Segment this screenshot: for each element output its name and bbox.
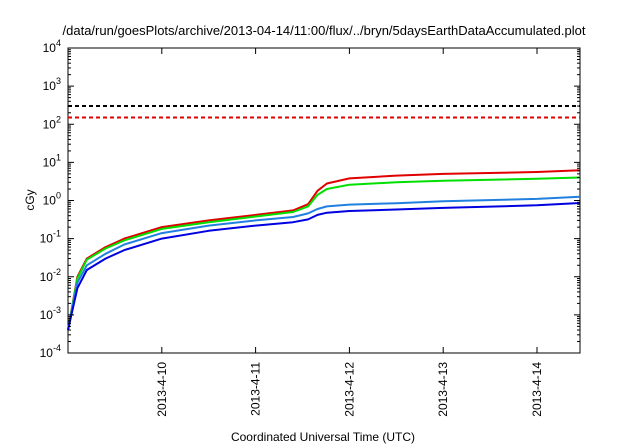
y-tick-label: 104 [43,38,61,55]
series-line [67,195,581,331]
x-tick-label: 2013-4-14 [530,362,544,417]
x-axis-label: Coordinated Universal Time (UTC) [231,430,415,444]
series-line [67,176,581,331]
y-tick-label: 103 [43,76,61,93]
y-tick-label: 10-3 [40,305,61,322]
x-tick-label: 2013-4-11 [249,362,263,416]
chart-title: /data/run/goesPlots/archive/2013-04-14/1… [63,23,586,38]
reference-lines [68,105,580,119]
x-axis-ticks: 2013-4-10 2013-4-11 2013-4-12 2013-4-13 2013… [155,48,544,417]
x-tick-label: 2013-4-13 [436,362,450,417]
x-tick-label: 2013-4-12 [342,362,356,417]
y-tick-label: 102 [43,114,61,131]
series-line [67,169,581,331]
y-tick-label: 10-1 [40,229,61,246]
y-tick-label: 101 [43,152,61,169]
y-tick-label: 100 [43,191,61,208]
y-tick-label: 10-4 [40,343,61,360]
series-lines [67,169,581,331]
y-tick-label: 10-2 [40,267,61,284]
series-line [67,202,581,331]
x-tick-label: 2013-4-10 [155,362,169,417]
y-axis-ticks: 10-4 10-3 10-2 10-1 100 101 102 103 104 [40,38,580,360]
y-axis-label: cGy [23,189,37,210]
